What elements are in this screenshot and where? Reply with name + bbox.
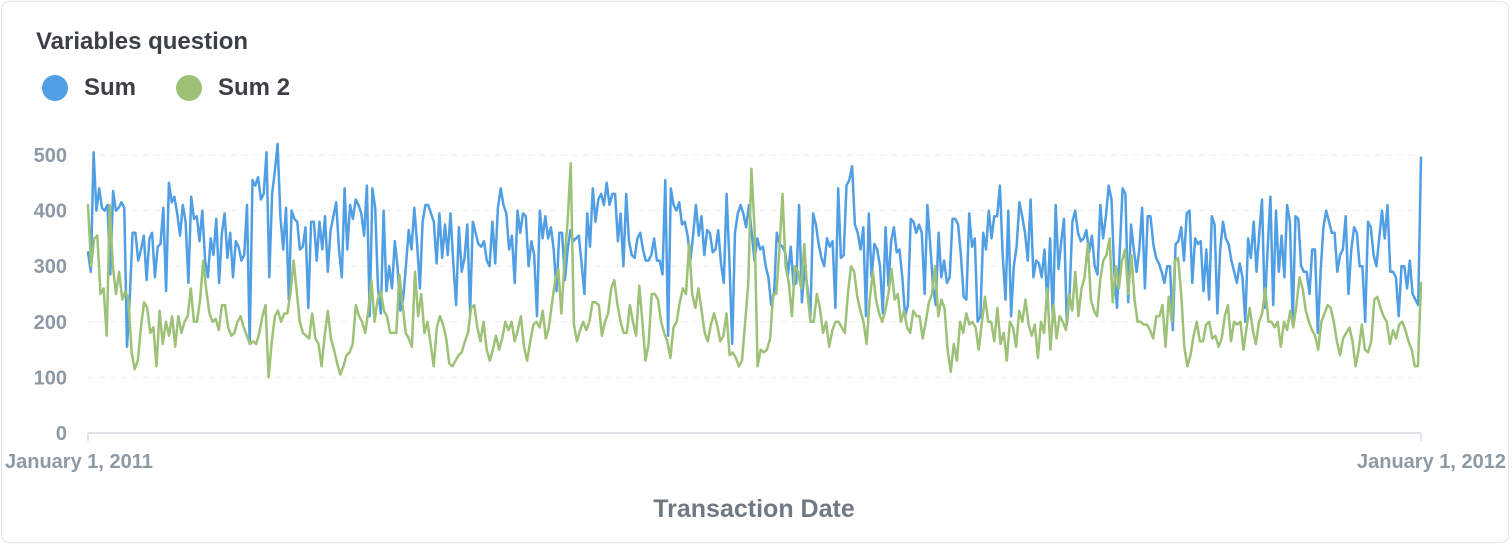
legend-dot-icon: [42, 75, 68, 101]
legend: Sum Sum 2: [42, 74, 330, 102]
card-title[interactable]: Variables question: [36, 28, 249, 55]
series-line-sum-2: [86, 162, 1423, 379]
y-tick-label: 400: [34, 201, 67, 223]
legend-label: Sum 2: [218, 74, 291, 101]
x-tick-label: January 1, 2011: [5, 451, 153, 473]
y-tick-label: 0: [56, 423, 67, 445]
legend-dot-icon: [176, 75, 203, 101]
legend-item-sum[interactable]: Sum: [42, 74, 136, 102]
y-tick-label: 300: [34, 256, 67, 278]
x-axis-title: Transaction Date: [653, 495, 855, 523]
legend-item-sum-2[interactable]: Sum 2: [176, 74, 290, 102]
x-tick-label: January 1, 2012: [1357, 451, 1506, 473]
y-tick-label: 200: [34, 312, 67, 334]
y-tick-label: 500: [34, 145, 67, 167]
legend-label: Sum: [84, 74, 137, 101]
y-tick-label: 100: [34, 367, 67, 389]
